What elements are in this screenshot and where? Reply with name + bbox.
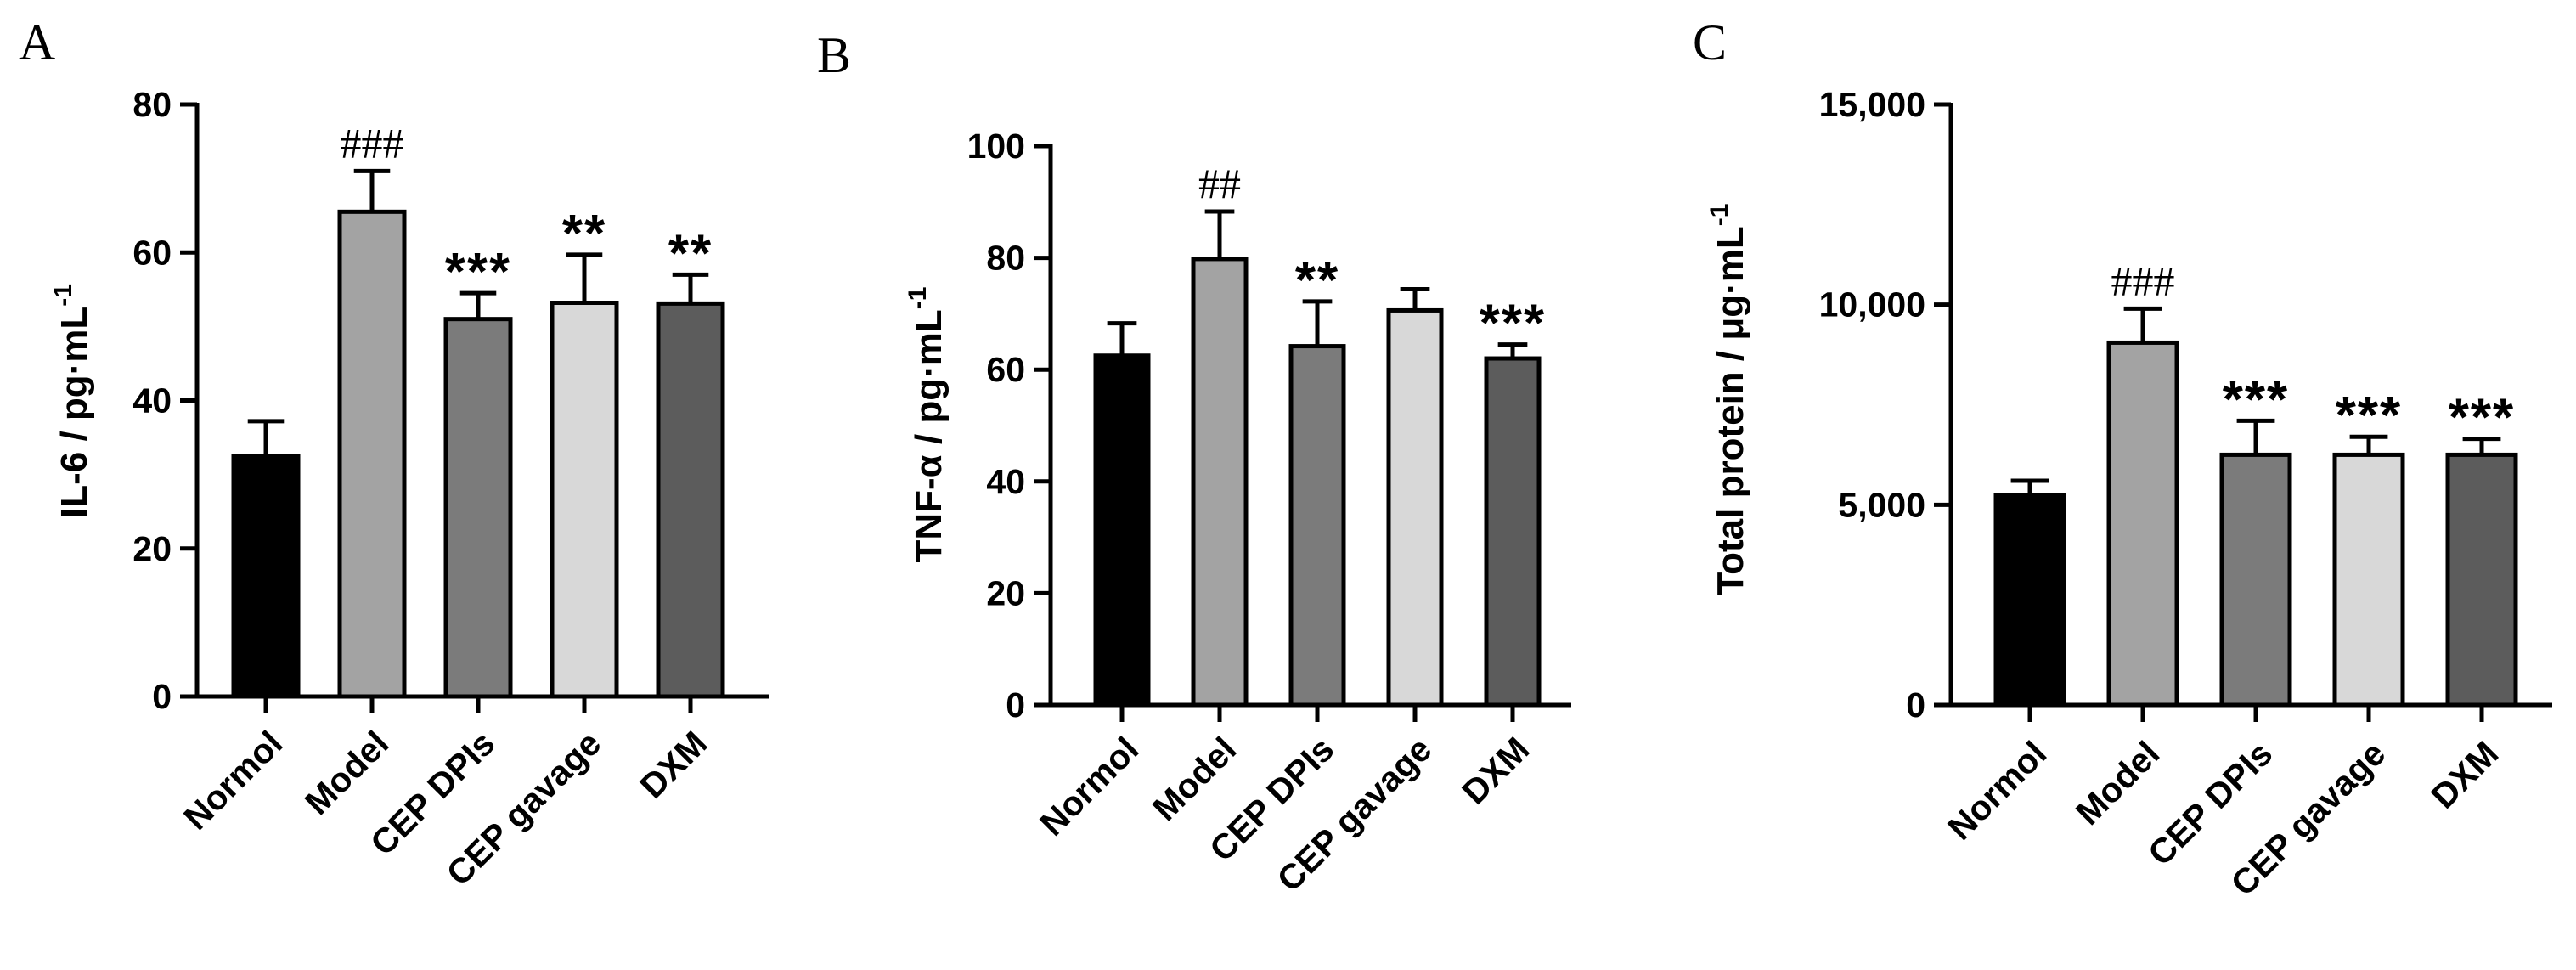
panel-b-category-label-normol: Normol: [1032, 730, 1146, 843]
panel-a-y-tick-label: 40: [132, 381, 172, 420]
panel-a-bar-model: [337, 209, 407, 699]
panel-c-bar-model: [2106, 340, 2179, 708]
panel-a-bar-normol: [231, 454, 301, 699]
panel-b-significance-model: ##: [1198, 160, 1241, 207]
panel-b-category-label-dxm: DXM: [1454, 730, 1536, 812]
panel-a-significance-dxm: **: [668, 224, 713, 283]
panel-a-significance-cep-gavage: **: [562, 205, 606, 263]
panel-b-bar-cep-dpis: [1288, 344, 1346, 708]
panel-c-category-label-dxm: DXM: [2423, 734, 2506, 816]
panel-b-y-tick-label: 80: [986, 239, 1025, 278]
panel-c-label: C: [1693, 14, 1727, 70]
panel-c-y-axis-label: Total protein / μg·mL-1: [1705, 204, 1751, 595]
panel-a-bar-cep-gavage: [550, 300, 619, 699]
panel-b-significance-cep-dpis: **: [1295, 251, 1339, 310]
panel-a-y-tick-label: 0: [152, 677, 172, 716]
panel-a-y-tick-label: 60: [132, 233, 172, 272]
panel-c-bar-cep-dpis: [2219, 452, 2292, 708]
panel-a-category-label-model: Model: [297, 724, 396, 822]
panel-c-significance-model: ###: [2111, 257, 2175, 304]
panel-a-y-axis-label: IL-6 / pg·mL-1: [49, 284, 95, 518]
panel-c-y-tick-label: 10,000: [1819, 285, 1925, 324]
panel-b-bar-model: [1191, 257, 1249, 708]
panel-c-y-tick-label: 5,000: [1838, 485, 1925, 524]
panel-a-significance-model: ###: [341, 119, 404, 166]
panel-c-significance-cep-dpis: ***: [2223, 370, 2289, 429]
panel-b-y-tick-label: 0: [1006, 685, 1025, 725]
panel-a-category-label-dxm: DXM: [632, 724, 714, 806]
panel-b-y-tick-label: 100: [967, 127, 1025, 166]
panel-b-label: B: [817, 27, 851, 83]
panel-c-y-tick-label: 0: [1906, 685, 1925, 725]
panel-b-bar-dxm: [1484, 356, 1542, 708]
panel-a-significance-cep-dpis: ***: [445, 243, 511, 302]
panel-b-y-tick-label: 60: [986, 350, 1025, 389]
panel-a-bar-dxm: [656, 301, 725, 699]
panel-a-category-label-normol: Normol: [176, 724, 290, 837]
panel-b-bar-cep-gavage: [1386, 307, 1444, 708]
panel-a-bar-cep-dpis: [443, 317, 513, 699]
panel-a-label: A: [19, 14, 55, 70]
panel-a-y-tick-label: 20: [132, 529, 172, 568]
panel-b-y-axis-label: TNF-α / pg·mL-1: [904, 287, 950, 563]
panel-b-y-tick-label: 40: [986, 462, 1025, 501]
panel-a-y-tick-label: 80: [132, 85, 172, 124]
panel-b-significance-dxm: ***: [1480, 295, 1546, 353]
panel-c-category-label-normol: Normol: [1940, 734, 2054, 848]
panel-c-bar-dxm: [2445, 452, 2518, 708]
panel-c-bar-normol: [1993, 493, 2066, 708]
panel-c-y-tick-label: 15,000: [1819, 85, 1925, 124]
panel-c-significance-cep-gavage: ***: [2336, 386, 2402, 445]
panel-c-bar-cep-gavage: [2332, 452, 2405, 708]
panel-b-bar-normol: [1093, 353, 1151, 708]
panel-c-significance-dxm: ***: [2449, 389, 2515, 448]
panel-b-y-tick-label: 20: [986, 573, 1025, 612]
panel-c-chart: 0 5,000 10,000 15,000 Total protein / μg·mL-…: [1705, 85, 2552, 903]
panel-c-category-label-model: Model: [2068, 734, 2167, 832]
